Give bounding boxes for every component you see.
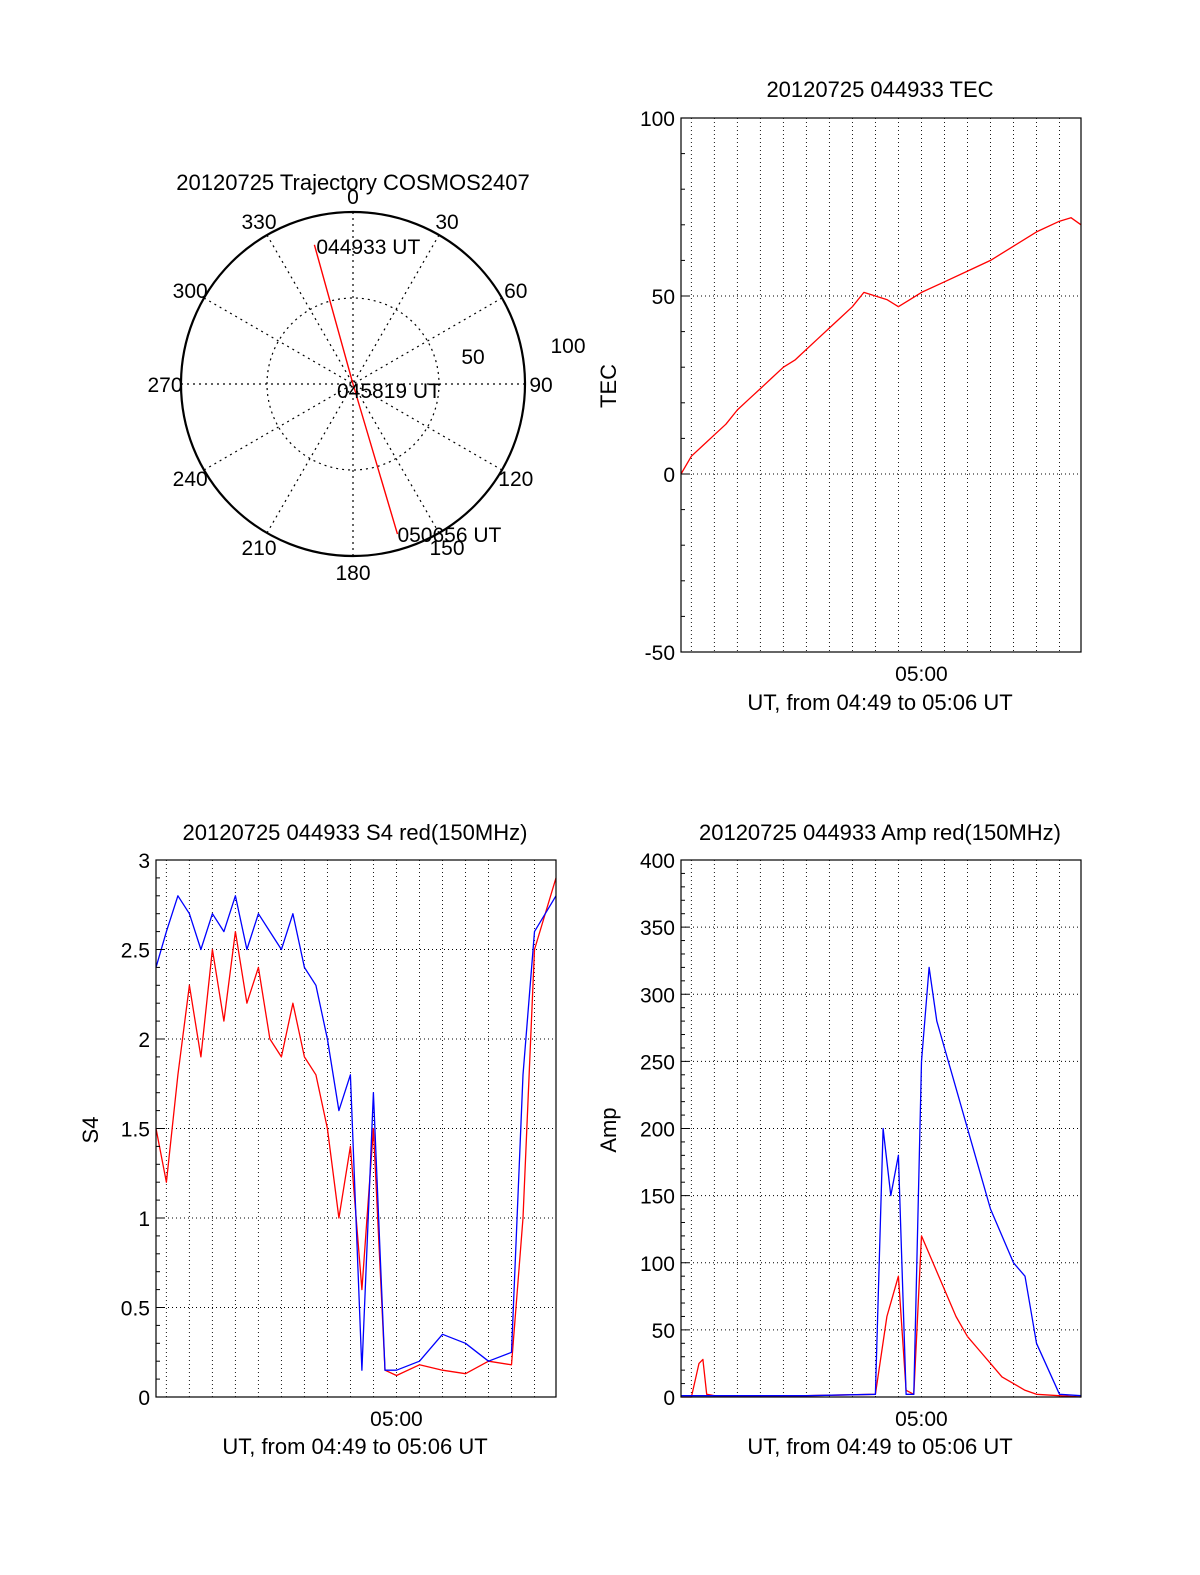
amp-y-tick-label: 0 [663,1387,675,1410]
amp-y-tick-label: 50 [652,1320,675,1343]
polar-grid [179,210,527,558]
polar-azimuth-label: 120 [498,468,533,491]
polar-azimuth-label: 330 [241,211,276,234]
s4-x-tick-label: 05:00 [370,1408,423,1431]
s4-y-tick-label: 2 [138,1029,150,1052]
tec-y-tick-label: -50 [645,642,675,665]
trajectory-annotations: 044933 UT 045819 UT 050656 UT [316,236,501,547]
amp-y-tick-label: 250 [640,1051,675,1074]
polar-azimuth-labels: 0 30 60 90 120 150 180 210 240 270 300 330 [147,186,552,585]
polar-azimuth-label: 240 [173,468,208,491]
s4-x-tick-labels: 05:00 [370,1408,423,1431]
s4-y-tick-label: 3 [138,850,150,873]
s4-y-tick-label: 1 [138,1208,150,1231]
amp-y-tick-label: 300 [640,984,675,1007]
s4-x-axis-label: UT, from 04:49 to 05:06 UT [222,1434,487,1459]
amp-x-tick-labels: 05:00 [895,1408,948,1431]
s4-series [155,877,557,1377]
amp-chart: 20120725 044933 Amp red(150MHz) 400 350 30… [596,820,1082,1459]
amp-y-tick-label: 200 [640,1119,675,1142]
amp-y-tick-label: 150 [640,1186,675,1209]
polar-azimuth-label: 270 [147,374,182,397]
s4-y-tick-labels: 3 2.5 2 1.5 1 0.5 0 [121,850,164,1410]
s4-y-tick-label: 0 [138,1387,150,1410]
tec-title: 20120725 044933 TEC [766,77,993,102]
polar-radial-label: 50 [461,346,484,369]
s4-series-line [155,895,557,1371]
trajectory-time-label: 050656 UT [397,524,501,547]
amp-y-tick-label: 350 [640,917,675,940]
tec-y-tick-label: 100 [640,108,675,131]
polar-title: 20120725 Trajectory COSMOS2407 [176,170,529,195]
amp-series-line [681,966,1082,1397]
amp-x-tick-label: 05:00 [895,1408,948,1431]
s4-y-tick-label: 0.5 [121,1298,150,1321]
trajectory-time-label: 044933 UT [316,236,420,259]
polar-azimuth-label: 0 [347,186,359,209]
amp-x-axis-label: UT, from 04:49 to 05:06 UT [747,1434,1012,1459]
amp-y-axis-label: Amp [596,1107,621,1152]
tec-grid [681,118,1081,652]
polar-azimuth-label: 30 [435,211,458,234]
trajectory-time-label: 045819 UT [337,380,441,403]
s4-grid [156,860,556,1397]
polar-trajectory-chart: 20120725 Trajectory COSMOS2407 0 30 60 90 12… [147,170,585,585]
s4-y-tick-label: 2.5 [121,940,150,963]
polar-azimuth-label: 300 [173,280,208,303]
amp-title: 20120725 044933 Amp red(150MHz) [699,820,1061,845]
tec-x-tick-labels: 05:00 [895,663,948,686]
tec-y-tick-label: 0 [663,464,675,487]
polar-azimuth-label: 150 [429,537,464,560]
s4-series-line [155,877,557,1377]
tec-y-axis-label: TEC [596,364,621,408]
amp-y-tick-labels: 400 350 300 250 200 150 100 50 0 [640,850,689,1410]
polar-azimuth-label: 60 [504,280,527,303]
polar-azimuth-label: 180 [335,562,370,585]
tec-axes-frame [680,117,1082,653]
amp-y-tick-label: 400 [640,850,675,873]
s4-y-tick-label: 1.5 [121,1119,150,1142]
s4-y-axis-label: S4 [78,1117,103,1144]
tec-series-line [680,217,1082,475]
amp-series [681,966,1082,1398]
tec-y-tick-labels: 100 50 0 -50 [640,108,689,665]
polar-radial-labels: 50 100 [461,335,585,369]
tec-y-tick-label: 50 [652,286,675,309]
amp-series-line [681,1235,1082,1398]
s4-title: 20120725 044933 S4 red(150MHz) [183,820,528,845]
polar-azimuth-label: 210 [241,537,276,560]
tec-x-axis-label: UT, from 04:49 to 05:06 UT [747,690,1012,715]
polar-azimuth-label: 90 [529,374,552,397]
amp-grid [681,860,1081,1397]
tec-series [680,217,1082,475]
amp-y-tick-label: 100 [640,1253,675,1276]
tec-chart: 20120725 044933 TEC 100 50 0 -50 05:00 UT, … [596,77,1082,715]
tec-x-tick-label: 05:00 [895,663,948,686]
polar-radial-label: 100 [550,335,585,358]
trajectory-track [313,244,399,535]
s4-chart: 20120725 044933 S4 red(150MHz) 3 2.5 2 1.5 1… [78,820,557,1459]
trajectory-line [313,244,399,535]
